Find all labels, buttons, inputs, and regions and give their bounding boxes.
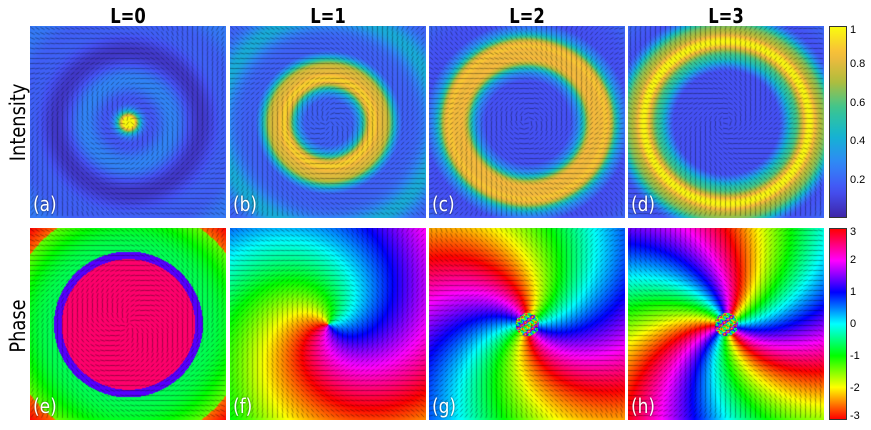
heatmap-h <box>628 228 824 420</box>
panel-label-a: (a) <box>33 192 57 216</box>
column-title-l0: L=0 <box>110 4 146 28</box>
colorbar-tick-label: 3 <box>850 226 857 238</box>
colorbar-tick-label: 0.4 <box>850 135 866 148</box>
panel-h-phase-l3: (h) <box>628 228 824 420</box>
heatmap-g <box>429 228 625 420</box>
panel-label-e: (e) <box>33 394 57 418</box>
colorbar-tick-label: 1 <box>850 24 857 36</box>
row-title-phase: Phase <box>6 299 30 353</box>
panel-e-phase-l0: (e) <box>30 228 226 420</box>
panel-d-intensity-l3: (d) <box>628 26 824 218</box>
colorbar-tick-label: 0.6 <box>850 96 866 109</box>
panel-g-phase-l2: (g) <box>429 228 625 420</box>
panel-b-intensity-l1: (b) <box>230 26 426 218</box>
heatmap-a <box>30 26 226 218</box>
colorbar-tick-label: -3 <box>850 410 860 422</box>
intensity-colorbar <box>829 26 847 218</box>
panel-label-b: (b) <box>233 192 258 216</box>
panel-label-h: (h) <box>631 394 656 418</box>
colorbar-tick-label: 0.2 <box>850 173 866 186</box>
panel-label-c: (c) <box>432 192 455 216</box>
row-title-intensity: Intensity <box>6 83 30 162</box>
colorbar-tick-label: 2 <box>850 254 857 266</box>
column-title-l3: L=3 <box>708 4 744 28</box>
panel-c-intensity-l2: (c) <box>429 26 625 218</box>
column-title-l1: L=1 <box>310 4 346 28</box>
heatmap-f <box>230 228 426 420</box>
heatmap-d <box>628 26 824 218</box>
colorbar-tick-label: 1 <box>850 286 857 298</box>
panel-label-g: (g) <box>432 394 457 418</box>
panel-label-f: (f) <box>233 394 253 418</box>
heatmap-e <box>30 228 226 420</box>
colorbar-tick-label: -2 <box>850 382 860 394</box>
colorbar-tick-label: -1 <box>850 350 860 362</box>
colorbar-tick-label: 0 <box>850 318 857 330</box>
heatmap-c <box>429 26 625 218</box>
panel-label-d: (d) <box>631 192 656 216</box>
panel-a-intensity-l0: (a) <box>30 26 226 218</box>
heatmap-b <box>230 26 426 218</box>
panel-f-phase-l1: (f) <box>230 228 426 420</box>
phase-colorbar <box>829 228 847 420</box>
column-title-l2: L=2 <box>509 4 545 28</box>
colorbar-tick-label: 0.8 <box>850 58 866 71</box>
